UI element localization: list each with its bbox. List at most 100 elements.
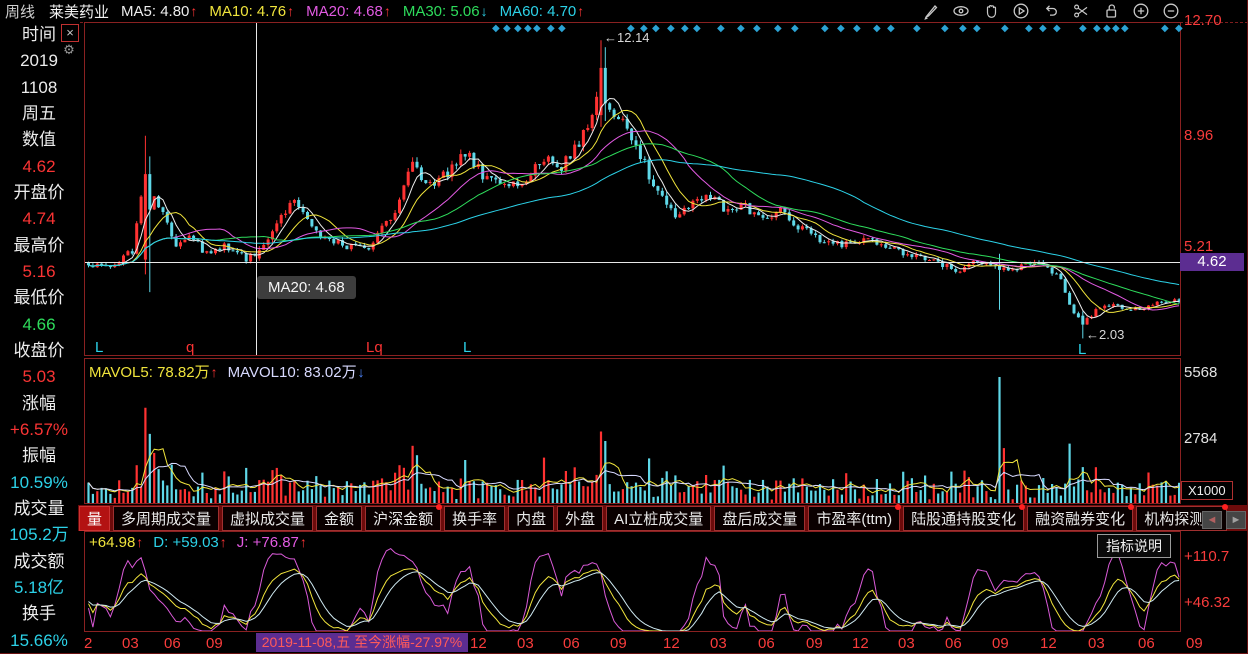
event-diamond-icon[interactable]: ◆ (627, 23, 635, 34)
ma-value-ma20: MA20: 4.68↑ (306, 2, 391, 20)
event-diamond-icon[interactable]: ◆ (652, 23, 660, 34)
tab-外盘[interactable]: 外盘 (557, 505, 604, 531)
event-diamond-icon[interactable]: ◆ (1079, 23, 1087, 34)
stock-name: 莱美药业 (49, 3, 110, 21)
event-diamond-icon[interactable]: ◆ (1001, 23, 1009, 34)
event-diamond-icon[interactable]: ◆ (1039, 23, 1047, 34)
time-tick: 03 (710, 635, 727, 652)
time-tick: 03 (122, 635, 139, 652)
info-row: 4.74 (22, 209, 56, 229)
tab-AI立桩成交量[interactable]: AI立桩成交量 (606, 505, 712, 531)
info-row: 1108 (20, 77, 58, 97)
tab-金额[interactable]: 金额 (316, 505, 363, 531)
unlock-icon[interactable] (1101, 1, 1121, 21)
tab-盘后成交量[interactable]: 盘后成交量 (714, 505, 806, 531)
gear-icon[interactable]: ⚙ (63, 42, 75, 57)
time-tick: 03 (1088, 635, 1105, 652)
zoom-out-icon[interactable] (1161, 1, 1181, 21)
event-diamond-icon[interactable]: ◆ (973, 23, 981, 34)
event-diamond-icon[interactable]: ◆ (524, 23, 532, 34)
undo-icon[interactable] (1041, 1, 1061, 21)
event-diamond-icon[interactable]: ◆ (873, 23, 881, 34)
ma-value-ma60: MA60: 4.70↑ (499, 2, 585, 20)
tab-scroll-left-button[interactable]: ◄ (1202, 511, 1222, 529)
event-diamond-icon[interactable]: ◆ (1112, 23, 1120, 34)
event-diamond-icon[interactable]: ◆ (1121, 23, 1129, 34)
tab-量[interactable]: 量 (79, 505, 111, 531)
tab-市盈率(ttm)[interactable]: 市盈率(ttm) (808, 503, 902, 531)
kdj-chart (85, 532, 1180, 631)
event-diamond-icon[interactable]: ◆ (941, 23, 949, 34)
ma-legend: MA5: 4.80↑ MA10: 4.76↑ MA20: 4.68↑ MA30: 5.… (121, 3, 584, 20)
indicator-help-button[interactable]: 指标说明 (1097, 534, 1171, 558)
event-diamond-icon[interactable]: ◆ (913, 23, 921, 34)
event-diamond-icon[interactable]: ◆ (821, 23, 829, 34)
tab-融资融券变化[interactable]: 融资融券变化 (1027, 503, 1135, 531)
event-diamond-icon[interactable]: ◆ (717, 23, 725, 34)
event-diamond-icon[interactable]: ◆ (640, 23, 648, 34)
indicator-tabbar: 量多周期成交量 虚拟成交量 金额 沪深金额 换手率 内盘 外盘 AI立桩成交量 盘后成交量 市盈率… (78, 503, 1247, 531)
zoom-in-icon[interactable] (1131, 1, 1151, 21)
tab-沪深金额[interactable]: 沪深金额 (365, 503, 443, 531)
eye-icon[interactable] (951, 1, 971, 21)
volume-chart (85, 359, 1180, 503)
event-diamond-icon[interactable]: ◆ (887, 23, 895, 34)
event-diamond-icon[interactable]: ◆ (693, 23, 701, 34)
volume-pane[interactable]: MAVOL5: 78.82万↑ MAVOL10: 83.02万↓ (84, 358, 1181, 504)
tab-换手率[interactable]: 换手率 (444, 505, 506, 531)
info-row: 涨幅 (22, 393, 56, 413)
trend-arrow-icon: ↑ (577, 2, 585, 19)
event-diamond-icon[interactable]: ◆ (547, 23, 555, 34)
ma-tooltip: MA20: 4.68 (257, 276, 356, 299)
new-badge (436, 503, 443, 510)
event-diamond-icon[interactable]: ◆ (1053, 23, 1061, 34)
event-diamond-icon[interactable]: ◆ (1025, 23, 1033, 34)
time-tick: 03 (517, 635, 534, 652)
period-label[interactable]: 周线 (5, 3, 36, 21)
event-diamond-icon[interactable]: ◆ (1161, 23, 1169, 34)
close-icon[interactable]: × (61, 24, 79, 42)
scissors-icon[interactable] (1071, 1, 1091, 21)
event-diamond-icon[interactable]: ◆ (558, 23, 566, 34)
event-diamond-icon[interactable]: ◆ (837, 23, 845, 34)
signal-marker: Lq (366, 339, 383, 356)
play-icon[interactable] (1011, 1, 1031, 21)
kdj-value: J: +76.87↑ (236, 534, 307, 551)
time-tick: 12 (470, 635, 487, 652)
event-diamond-icon[interactable]: ◆ (681, 23, 689, 34)
hand-icon[interactable] (981, 1, 1001, 21)
time-tick: 06 (945, 635, 962, 652)
event-diamond-icon[interactable]: ◆ (1103, 23, 1111, 34)
tab-陆股通持股变化[interactable]: 陆股通持股变化 (903, 503, 1026, 531)
new-badge (1128, 503, 1135, 510)
info-row: 4.62 (22, 156, 56, 176)
tab-内盘[interactable]: 内盘 (508, 505, 555, 531)
info-row: 成交量 (13, 498, 65, 518)
price-chart-pane[interactable]: ◆ ◆ ◆ ◆ ◆ ◆ ◆ ◆ ◆ ◆ ◆ ◆ ◆ ◆ ◆ ◆ ◆ ◆ ◆ ◆ ◆ ◆ ◆ ◆ ◆ ◆ ◆ ◆ ◆ ◆ ◆ ◆ ◆ ◆ ◆ ◆ ◆ ◆ L… (84, 22, 1183, 358)
volume-axis-label: 5568 (1184, 364, 1218, 381)
event-diamond-icon[interactable]: ◆ (753, 23, 761, 34)
event-diamond-icon[interactable]: ◆ (533, 23, 541, 34)
info-row: 15.66% (10, 630, 68, 650)
event-diamond-icon[interactable]: ◆ (492, 23, 500, 34)
info-row: 时间 (22, 25, 56, 44)
tab-多周期成交量[interactable]: 多周期成交量 (113, 505, 220, 531)
event-diamond-icon[interactable]: ◆ (503, 23, 511, 34)
price-axis-label: 12.70 (1184, 12, 1222, 29)
event-diamond-icon[interactable]: ◆ (853, 23, 861, 34)
info-row: 收盘价 (13, 340, 65, 360)
event-diamond-icon[interactable]: ◆ (667, 23, 675, 34)
price-axis-label: 5.21 (1184, 238, 1214, 255)
event-diamond-icon[interactable]: ◆ (514, 23, 522, 34)
pen-icon[interactable] (921, 1, 941, 21)
event-diamond-icon[interactable]: ◆ (1175, 23, 1183, 34)
info-row: +6.57% (9, 419, 69, 439)
event-diamond-icon[interactable]: ◆ (774, 23, 782, 34)
kdj-pane[interactable]: +64.98↑ D: +59.03↑ J: +76.87↑ 指标说明 (84, 531, 1181, 632)
event-diamond-icon[interactable]: ◆ (959, 23, 967, 34)
tab-虚拟成交量[interactable]: 虚拟成交量 (222, 505, 314, 531)
event-diamond-icon[interactable]: ◆ (1093, 23, 1101, 34)
event-diamond-icon[interactable]: ◆ (791, 23, 799, 34)
tab-scroll-right-button[interactable]: ► (1226, 511, 1246, 529)
event-diamond-icon[interactable]: ◆ (737, 23, 745, 34)
